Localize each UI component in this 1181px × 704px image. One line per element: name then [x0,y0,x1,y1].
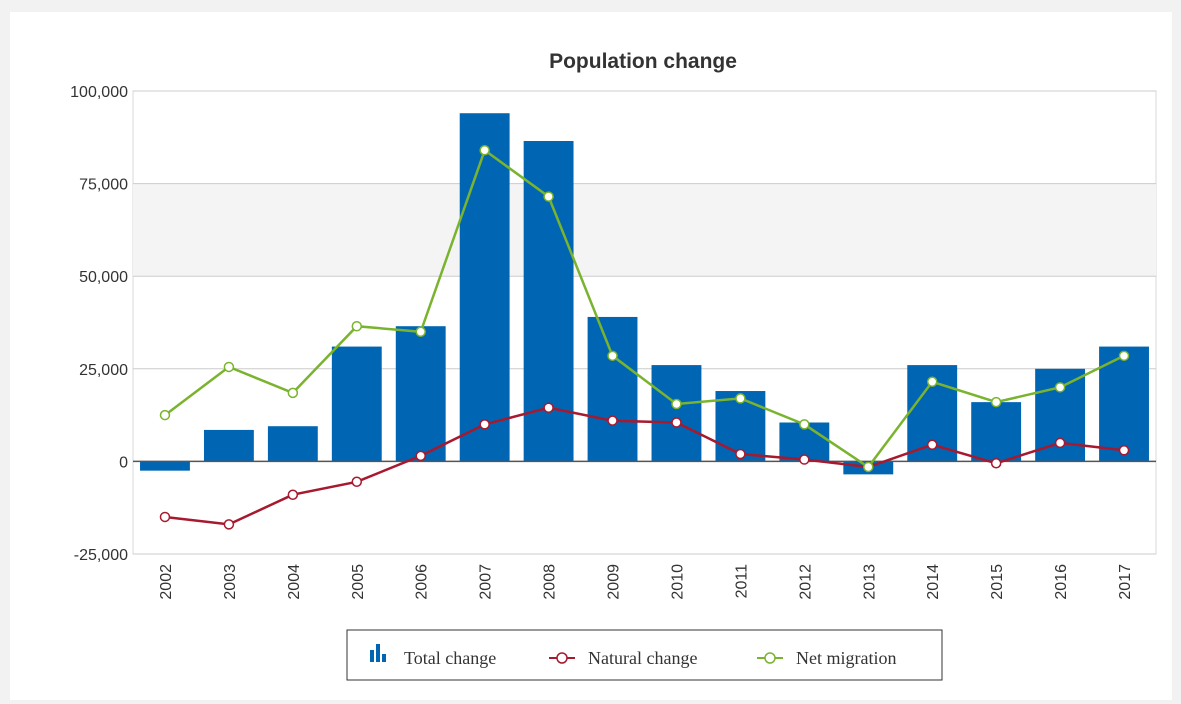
natural-change-line [164,406,1125,526]
bar [1099,346,1149,462]
x-tick-label: 2009 [606,564,623,600]
natural-change-point [287,489,299,500]
y-tick-label: 50,000 [79,269,128,286]
legend-bar-icon [382,654,386,662]
natural-change-point [1118,445,1130,456]
net-migration-line [164,148,1125,469]
bar [331,346,382,462]
y-tick-label: 25,000 [79,362,128,379]
y-tick-label: 0 [119,454,128,471]
x-tick-label: 2002 [158,564,175,600]
chart-card: Population change 100,000 75,000 50,000 25,… [10,12,1172,700]
legend-bar-icon [370,650,374,662]
x-tick-label: 2014 [925,564,942,600]
population-change-chart: Population change 100,000 75,000 50,000 25,… [70,50,1157,681]
net-migration-point [1054,382,1066,393]
x-tick-label: 2015 [989,564,1006,600]
x-tick-label: 2013 [861,564,878,600]
chart-title: Population change [549,50,737,73]
x-tick-label: 2007 [478,564,495,600]
natural-change-point [543,402,554,413]
net-migration-point [863,461,874,473]
natural-change-point [159,511,171,523]
x-tick-label: 2010 [669,564,686,600]
net-migration-point [351,320,363,332]
grid-band [133,183,1156,277]
natural-change-point [799,454,810,465]
net-migration-point [223,361,235,373]
legend-bar-icon [376,644,380,662]
chart-legend: Total change Natural change Net migration [346,629,943,681]
x-tick-label: 2011 [733,564,750,599]
net-migration-point [479,145,490,156]
y-tick-label: -25,000 [74,547,128,564]
x-tick-label: 2012 [797,564,814,600]
x-tick-label: 2006 [414,564,431,600]
natural-change-point [926,439,938,450]
y-tick-label: 100,000 [70,84,128,101]
natural-change-point [735,448,746,460]
bar [395,326,446,462]
x-tick-label: 2017 [1117,564,1134,600]
x-tick-label: 2016 [1053,564,1070,600]
legend-label: Net migration [796,648,896,668]
net-migration-point [159,409,171,421]
natural-change-point [1054,437,1066,449]
net-migration-point [926,376,938,388]
bar [203,429,254,462]
bar [651,365,702,462]
natural-change-point [990,458,1002,469]
bar [140,461,190,471]
net-migration-point [990,396,1002,408]
x-tick-label: 2008 [542,564,559,600]
legend-label: Natural change [588,648,697,668]
natural-change-point [415,450,426,462]
bar [459,113,510,462]
natural-change-point [479,419,490,430]
net-migration-point [671,398,682,410]
net-migration-point [607,350,618,362]
bar [587,316,638,462]
natural-change-point [223,519,235,530]
bar [971,402,1022,462]
legend-label: Total change [404,648,496,668]
net-migration-point [415,326,426,338]
net-migration-point [543,191,554,202]
x-tick-label: 2005 [350,564,367,600]
plot-area [132,90,1157,555]
legend-marker-icon [764,652,776,664]
bar [267,426,318,462]
natural-change-point [607,415,618,426]
net-migration-point [1118,350,1130,362]
net-migration-point [735,393,746,404]
net-migration-point [287,387,299,399]
y-tick-label: 75,000 [79,177,128,194]
natural-change-point [351,476,363,488]
legend-box [346,629,943,681]
x-tick-label: 2003 [222,564,239,600]
natural-change-point [671,417,682,428]
x-tick-label: 2004 [286,564,303,600]
legend-marker-icon [556,652,568,664]
net-migration-point [799,419,810,430]
